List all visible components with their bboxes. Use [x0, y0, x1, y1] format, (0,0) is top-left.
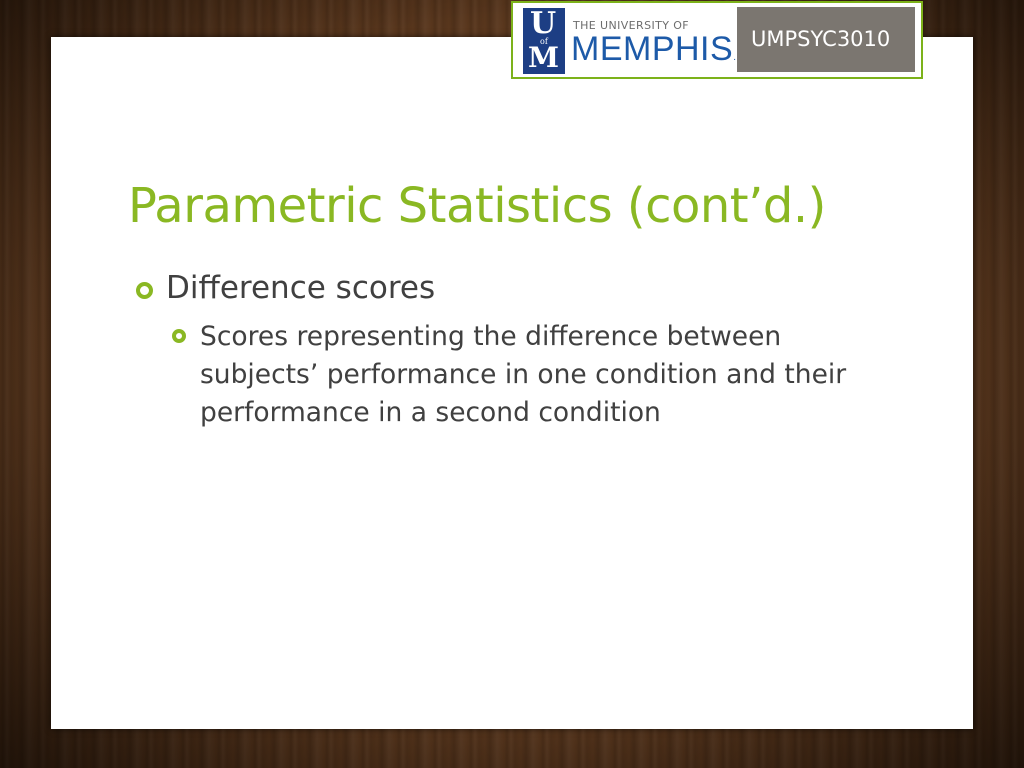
memphis-dot: . [733, 52, 737, 63]
um-logo-of: of [540, 37, 548, 46]
sub-bullet-text: Scores representing the difference betwe… [200, 321, 847, 428]
logo-banner: U of M THE UNIVERSITY OF MEMPHIS. UMPSYC… [511, 1, 923, 79]
university-logo: U of M THE UNIVERSITY OF MEMPHIS. [521, 7, 737, 74]
bullet-ring-icon [136, 282, 153, 299]
course-code: UMPSYC3010 [751, 27, 891, 51]
slide-canvas [51, 37, 973, 729]
slide-title: Parametric Statistics (cont’d.) [128, 178, 826, 234]
bullet-level-1: Difference scores [136, 268, 435, 308]
memphis-wordmark: MEMPHIS. [571, 31, 736, 76]
um-logo-u: U [530, 6, 557, 41]
um-logo-m: M [528, 41, 559, 74]
university-line: THE UNIVERSITY OF [573, 19, 690, 32]
um-logo-icon: U of M [523, 8, 565, 74]
logo-inner: U of M THE UNIVERSITY OF MEMPHIS. UMPSYC… [521, 7, 915, 74]
bullet-text: Difference scores [166, 270, 436, 306]
memphis-text: MEMPHIS [571, 30, 734, 68]
sub-bullet-ring-icon [172, 329, 186, 343]
bullet-level-2: Scores representing the difference betwe… [172, 318, 870, 432]
